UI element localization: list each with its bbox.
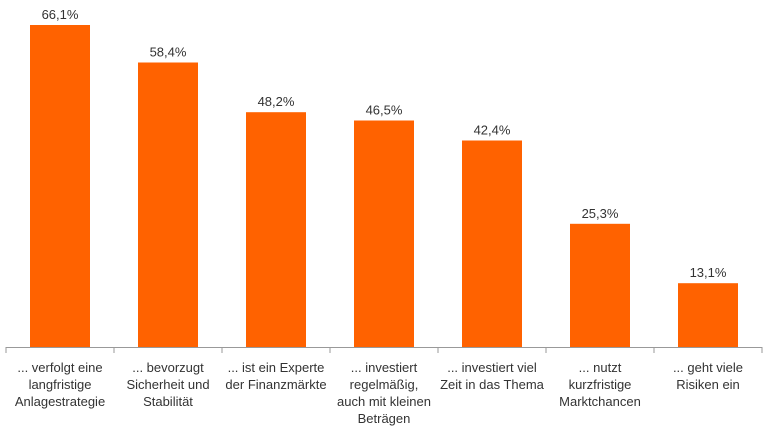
labels-group: 66,1% ... verfolgt eine langfristige Anlage… <box>15 7 743 426</box>
bar-3 <box>246 112 306 347</box>
category-label-7: ... geht viele Risiken ein <box>673 360 743 392</box>
bar-6 <box>570 223 630 347</box>
category-label-5: ... investiert viel Zeit in das Thema <box>440 360 545 392</box>
bar-4 <box>354 120 414 347</box>
bar-5 <box>462 140 522 347</box>
bar-2 <box>138 62 198 347</box>
category-label-4: ... investiert regelmäßig, auch mit kleine… <box>337 360 431 426</box>
category-label-1: ... verfolgt eine langfristige Anlagestrat… <box>15 360 105 409</box>
data-label-2: 58,4% <box>150 45 187 60</box>
data-label-3: 48,2% <box>258 94 295 109</box>
data-label-5: 42,4% <box>474 123 511 138</box>
bar-7 <box>678 283 738 347</box>
data-label-7: 13,1% <box>690 265 727 280</box>
bars-group <box>30 25 738 347</box>
data-label-6: 25,3% <box>582 206 619 221</box>
x-axis <box>5 347 763 353</box>
data-label-4: 46,5% <box>366 103 403 118</box>
category-label-6: ... nutzt kurzfristige Marktchancen <box>559 360 641 409</box>
bar-1 <box>30 25 90 347</box>
category-label-3: ... ist ein Experte der Finanzmärkte <box>225 360 326 392</box>
data-label-1: 66,1% <box>42 7 79 22</box>
category-label-2: ... bevorzugt Sicherheit und Stabilität <box>126 360 209 409</box>
